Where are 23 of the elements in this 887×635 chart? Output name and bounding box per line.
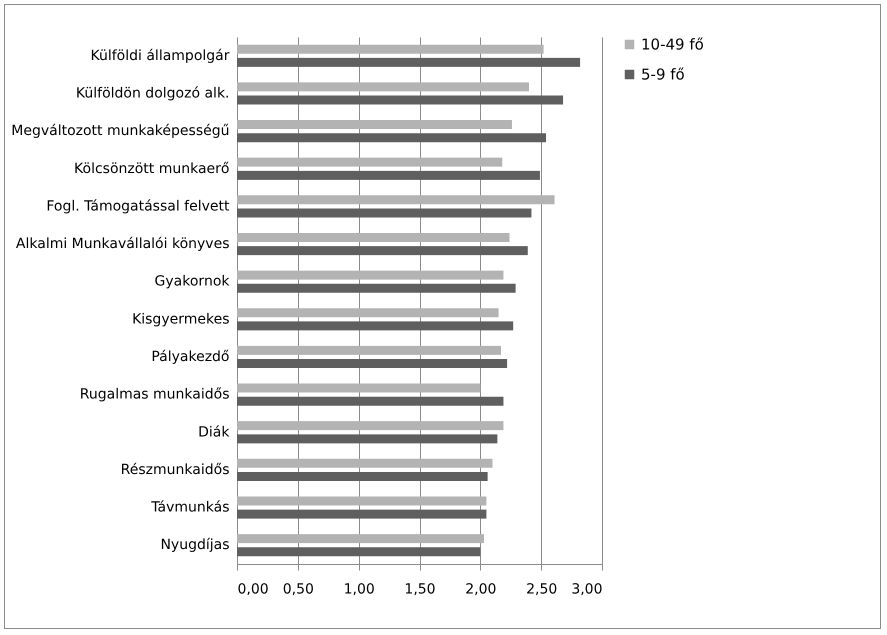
x-tick-label: 0,50 (282, 582, 314, 598)
x-tick-label: 0,00 (238, 582, 269, 598)
y-tick-label: Kisgyermekes (132, 311, 230, 328)
x-tick-label: 2,50 (526, 582, 558, 598)
y-tick-label: Távmunkás (150, 500, 230, 516)
y-tick-label: Kölcsönzött munkaerő (74, 160, 230, 177)
y-tick-label: Részmunkaidős (120, 462, 230, 478)
x-tick-label: 1,50 (404, 582, 436, 598)
y-tick-label: Külföldi állampolgár (90, 48, 230, 64)
y-tick-label: Nyugdíjas (160, 537, 230, 554)
x-tick-label: 3,00 (571, 582, 602, 598)
y-tick-label: Rugalmas munkaidős (80, 386, 230, 403)
x-tick-label: 1,00 (344, 582, 375, 598)
y-tick-label: Diák (198, 424, 230, 440)
y-tick-label: Megváltozott munkaképességű (11, 123, 230, 140)
legend-label: 10-49 fő (641, 36, 704, 54)
y-tick-label: Külföldön dolgozó alk. (76, 85, 230, 102)
y-tick-label: Pályakezdő (151, 348, 230, 365)
y-tick-label: Fogl. Támogatással felvett (46, 198, 230, 214)
y-tick-label: Gyakornok (154, 274, 230, 290)
legend-label: 5-9 fő (641, 66, 685, 84)
y-tick-label: Alkalmi Munkavállalói könyves (16, 236, 230, 252)
x-tick-label: 2,00 (465, 582, 496, 598)
